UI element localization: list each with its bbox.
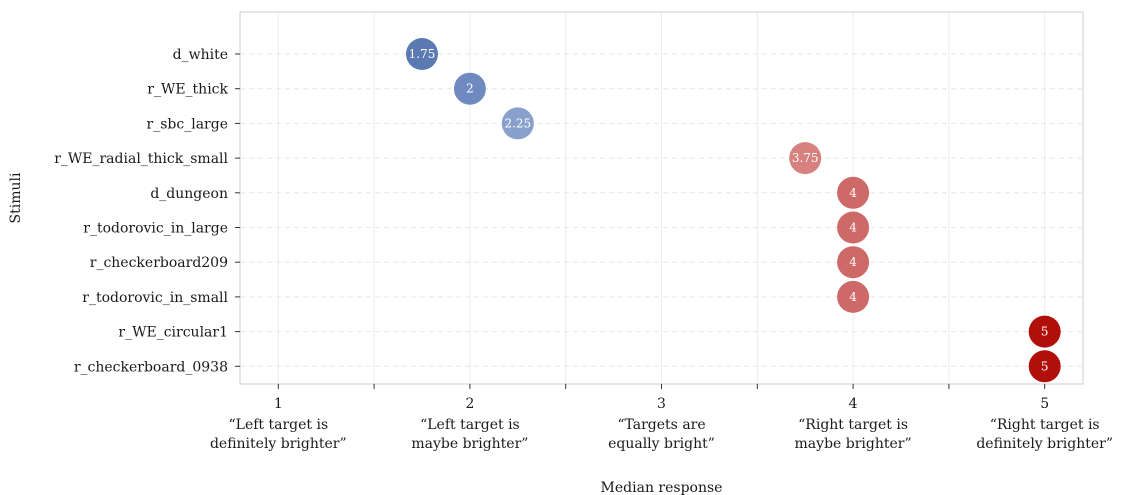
x-tick-number: 5	[1040, 396, 1049, 412]
data-label: 3.75	[792, 151, 819, 165]
data-label: 2.25	[504, 116, 531, 130]
data-label: 4	[849, 186, 857, 200]
x-tick-description: maybe brighter”	[795, 436, 912, 452]
data-label: 5	[1041, 325, 1049, 339]
x-tick-description: equally bright”	[608, 436, 715, 452]
x-tick-description: “Left target is	[420, 417, 520, 433]
y-tick-label: r_WE_circular1	[118, 325, 228, 341]
x-tick-description: maybe brighter”	[411, 436, 528, 452]
data-point	[501, 107, 534, 140]
x-axis-title: Median response	[601, 480, 723, 495]
data-point	[837, 176, 870, 209]
x-tick-description: definitely brighter”	[210, 436, 347, 452]
y-tick-label: r_sbc_large	[147, 116, 228, 132]
data-label: 4	[849, 255, 857, 269]
data-point	[837, 280, 870, 313]
data-point	[789, 142, 822, 175]
x-tick-number: 4	[849, 396, 858, 412]
data-point	[837, 246, 870, 279]
data-point	[453, 72, 486, 105]
x-tick-number: 1	[274, 396, 283, 412]
x-tick-description: “Left target is	[228, 417, 328, 433]
data-label: 5	[1041, 359, 1049, 373]
x-tick-number: 2	[465, 396, 474, 412]
y-tick-label: r_checkerboard209	[90, 255, 228, 271]
y-tick-label: r_todorovic_in_large	[83, 221, 228, 237]
y-axis-title: Stimuli	[8, 172, 24, 223]
data-label: 4	[849, 290, 857, 304]
grid-layer	[240, 12, 1083, 384]
x-tick-number: 3	[657, 396, 666, 412]
y-tick-label: r_WE_thick	[147, 82, 228, 98]
y-tick-label: r_todorovic_in_small	[82, 290, 228, 306]
y-tick-label: d_white	[173, 47, 228, 63]
data-label: 2	[466, 82, 474, 96]
y-tick-label: r_WE_radial_thick_small	[54, 151, 228, 167]
data-point	[1028, 315, 1061, 348]
data-point	[406, 38, 439, 70]
data-point	[1028, 350, 1061, 383]
data-label: 4	[849, 221, 857, 235]
x-tick-description: definitely brighter”	[976, 436, 1113, 452]
x-tick-description: “Right target is	[990, 417, 1100, 433]
axis-layer: d_white r_WE_thick r_sbc_large r_WE_radial_…	[54, 47, 1113, 452]
data-label: 1.75	[409, 47, 436, 61]
data-point	[837, 211, 870, 244]
x-tick-description: “Targets are	[617, 417, 705, 433]
point-layer: 1.75 2 2.25 3.75 4 4 4 4 5 5	[406, 38, 1061, 383]
x-tick-description: “Right target is	[798, 417, 908, 433]
y-tick-label: d_dungeon	[150, 186, 228, 202]
y-tick-label: r_checkerboard_0938	[74, 359, 228, 375]
